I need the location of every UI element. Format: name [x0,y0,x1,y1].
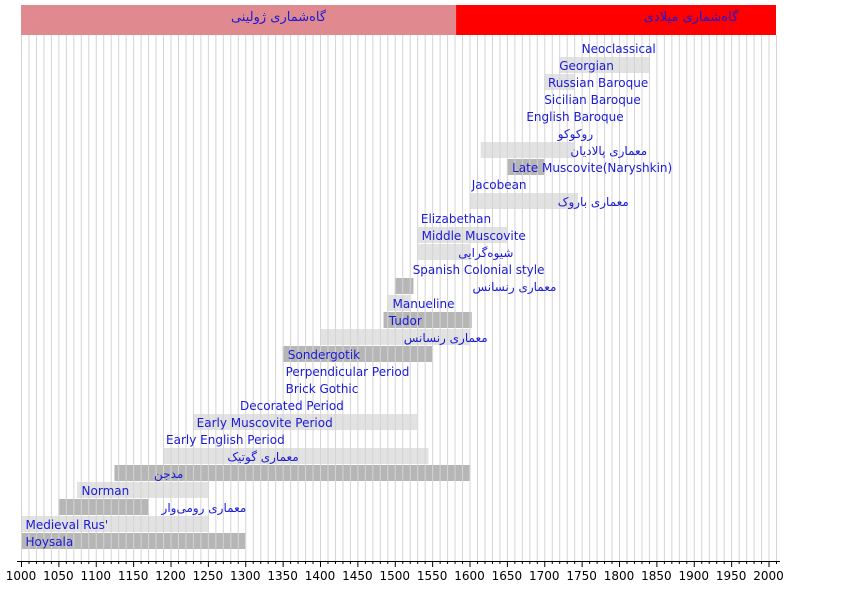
x-tick-label: 1650 [492,569,523,583]
style-label: Decorated Period [240,399,344,413]
x-tick-label: 1600 [454,569,485,583]
style-label: Late Muscovite(Naryshkin) [512,161,672,175]
style-label: Sicilian Baroque [544,93,641,107]
style-bar [469,193,578,209]
x-tick-label: 1350 [267,569,298,583]
style-label: Early Muscovite Period [197,416,333,430]
style-label: معماری گوتیک [227,450,298,465]
x-tick-label: 1450 [342,569,373,583]
style-label: Georgian [559,59,614,73]
era-label: گاه‌شماری ژولینی [231,9,327,25]
style-label: Elizabethan [421,212,491,226]
style-bar [417,244,470,260]
style-label: Perpendicular Period [286,365,410,379]
x-tick-label: 1900 [678,569,709,583]
style-label: روکوکو [557,127,594,142]
x-tick-label: 1850 [641,569,672,583]
era-bands: گاه‌شماری ژولینی گاه‌شماری میلادی [21,5,776,35]
style-label: Brick Gothic [286,382,359,396]
style-label: Manueline [393,297,455,311]
era-label: گاه‌شماری میلادی [644,9,739,25]
style-label: Early English Period [166,433,285,447]
x-tick-label: 1100 [80,569,111,583]
x-tick-label: 1300 [230,569,261,583]
style-bar [394,278,414,294]
x-tick-label: 1200 [155,569,186,583]
style-label: English Baroque [526,110,623,124]
x-tick-label: 2000 [753,569,784,583]
style-label: Tudor [388,314,422,328]
style-label: Spanish Colonial style [413,263,545,277]
style-label: Neoclassical [582,42,656,56]
x-tick-label: 1700 [529,569,560,583]
style-label: Norman [82,484,130,498]
style-bar [480,142,575,158]
style-bar [21,516,208,532]
x-tick-label: 1750 [566,569,597,583]
style-label: شیوه‌گرایی [458,246,513,261]
style-bar [163,448,429,464]
style-label: Sondergotik [288,348,360,362]
style-label: Jacobean [471,178,527,192]
style-label: معماری رنسانس [404,331,488,346]
style-label: Medieval Rus' [25,518,108,532]
x-tick-label: 1050 [43,569,74,583]
style-label: معماری رومی‌وار [161,501,247,516]
x-tick-label: 1400 [305,569,336,583]
style-label: معماری پالادیان [570,144,647,159]
style-label: معماری رنسانس [473,280,557,295]
x-tick-label: 1250 [193,569,224,583]
style-label: Russian Baroque [548,76,648,90]
style-bar [77,482,208,498]
style-bar [387,295,410,311]
style-label: مدجن [154,467,183,482]
x-tick-label: 1000 [6,569,37,583]
era-band [456,5,776,35]
x-tick-label: 1550 [417,569,448,583]
x-tick-label: 1150 [118,569,149,583]
x-axis: 1000 1050 1100 1150 1200 1250 1300 1350 1400 1450… [6,561,784,583]
gridlines [21,35,777,561]
style-bar [506,159,545,175]
style-labels: Neoclassical Georgian Russian Baroque Sicil… [25,42,672,549]
x-tick-label: 1500 [379,569,410,583]
style-bar [383,312,472,328]
x-tick-label: 1800 [604,569,635,583]
style-label: معماری باروک [558,195,629,210]
style-bar [192,414,418,430]
x-tick-label: 1950 [716,569,747,583]
style-label: Middle Muscovite [422,229,526,243]
era-band [21,5,457,35]
style-label: Hoysala [25,535,73,549]
